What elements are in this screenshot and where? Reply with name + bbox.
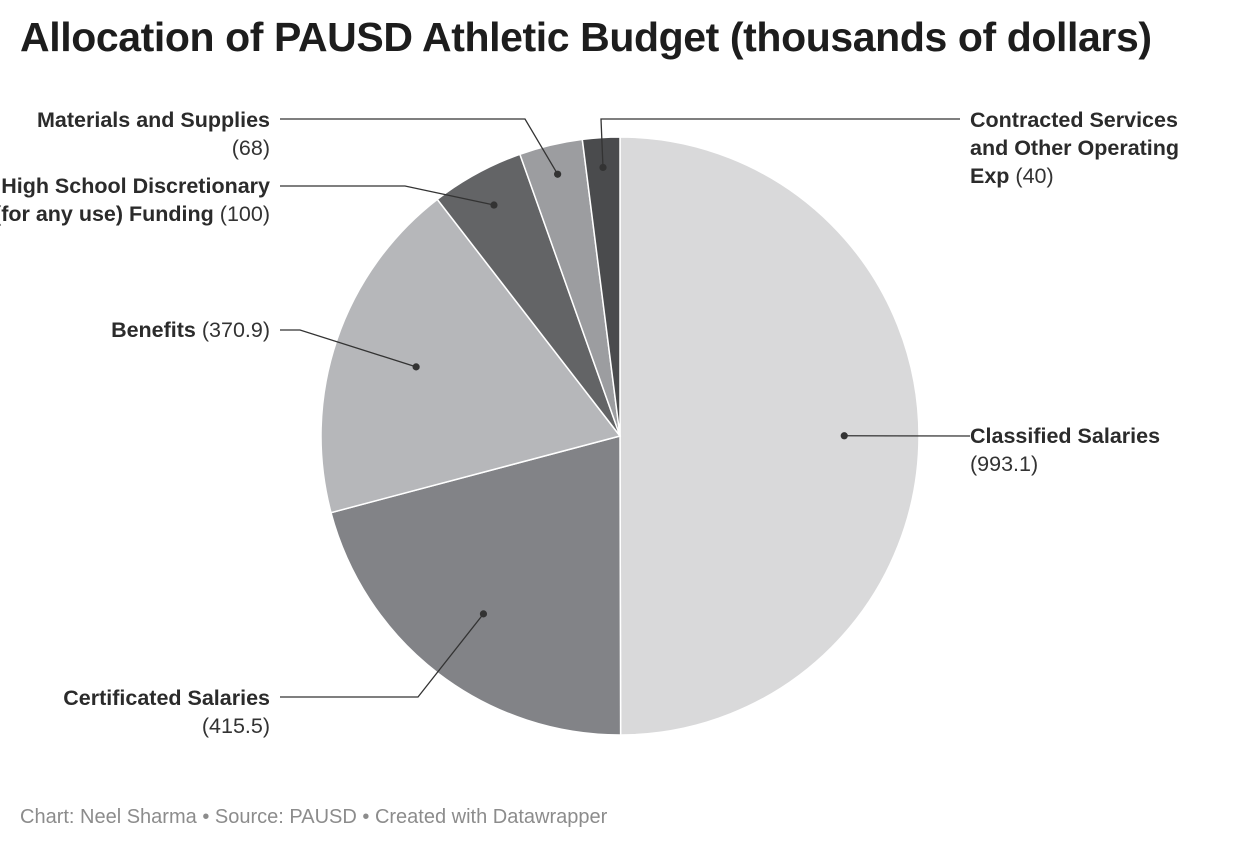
slice-label-name: High School Discretionary (for any use) …: [0, 174, 270, 226]
leader-dot-materials-and-supplies: [554, 170, 562, 178]
chart-title: Allocation of PAUSD Athletic Budget (tho…: [20, 14, 1152, 60]
leader-line-benefits: [280, 329, 417, 368]
leader-line-contracted-services-and-other-operating-exp: [600, 118, 960, 168]
pie-slice-benefits: [320, 198, 622, 514]
slice-label-benefits: Benefits (370.9): [111, 316, 270, 344]
slice-label-certificated-salaries: Certificated Salaries (415.5): [63, 684, 270, 740]
slice-label-value: (415.5): [201, 714, 270, 738]
slice-label-value: (40): [1015, 164, 1054, 188]
footer-author: Chart: Neel Sharma: [20, 806, 197, 828]
slice-label-name: Certificated Salaries: [63, 686, 270, 710]
slice-label-value: (68): [231, 136, 270, 160]
slice-label-name: Materials and Supplies: [37, 108, 270, 132]
leader-dot-high-school-discretionary-for-any-use-funding: [490, 201, 498, 209]
slice-label-name: Benefits: [111, 318, 196, 342]
slice-label-classified-salaries: Classified Salaries (993.1): [970, 422, 1160, 478]
leader-dot-contracted-services-and-other-operating-exp: [599, 163, 607, 172]
pie-slices: [320, 136, 920, 736]
chart-footer: Chart: Neel Sharma • Source: PAUSD • Cre…: [20, 806, 607, 829]
footer-separator: •: [362, 806, 370, 828]
slice-label-name: Contracted Services and Other Operating …: [970, 108, 1180, 188]
leader-dot-certificated-salaries: [479, 610, 488, 618]
leader-dot-benefits: [412, 363, 420, 371]
footer-source: Source: PAUSD: [214, 806, 357, 828]
pie-slice-certificated-salaries: [330, 435, 622, 736]
leader-line-certificated-salaries: [280, 613, 484, 698]
slice-label-high-school-discretionary: High School Discretionary (for any use) …: [0, 172, 270, 228]
slice-label-value: (993.1): [970, 452, 1039, 476]
footer-separator: •: [202, 806, 210, 828]
slice-label-contracted-services: Contracted Services and Other Operating …: [970, 106, 1205, 190]
leader-line-materials-and-supplies: [280, 118, 559, 175]
leader-line-high-school-discretionary-for-any-use-funding: [280, 185, 495, 206]
leader-lines: [280, 118, 971, 698]
pie-slice-contracted-services-and-other-operating-exp: [581, 136, 621, 437]
footer-credit: Created with Datawrapper: [374, 806, 608, 828]
slice-label-name: Classified Salaries: [970, 424, 1161, 448]
leader-dot-classified-salaries: [840, 432, 848, 440]
slice-label-materials-and-supplies: Materials and Supplies (68): [37, 106, 270, 162]
slice-label-value: (370.9): [201, 318, 270, 342]
slice-label-value: (100): [219, 202, 270, 226]
